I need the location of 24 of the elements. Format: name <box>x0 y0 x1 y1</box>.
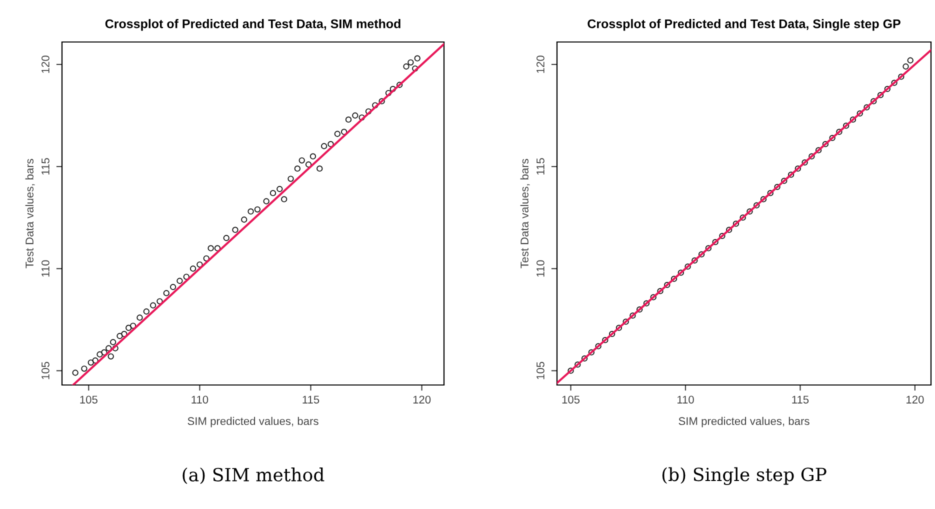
chart-title: Crossplot of Predicted and Test Data, Single step GP <box>588 19 900 31</box>
y-tick-label: 115 <box>536 158 544 175</box>
y-tick-label: 110 <box>42 260 50 277</box>
x-tick-label: 120 <box>906 396 924 404</box>
text: (b) Single step GP <box>662 467 826 485</box>
x-axis-title: SIM predicted values, bars <box>678 416 810 428</box>
y-tick-label: 105 <box>42 362 50 380</box>
chart-title: Crossplot of Predicted and Test Data, SIM method <box>105 19 400 31</box>
x-tick-label: 110 <box>677 396 694 404</box>
x-tick-label: 105 <box>562 396 580 404</box>
x-tick-label: 105 <box>80 396 98 404</box>
y-tick-label: 110 <box>536 260 544 277</box>
x-tick-label: 115 <box>792 396 809 404</box>
y-tick-label: 115 <box>42 158 50 175</box>
y-axis-title: Test Data values, bars <box>25 158 35 268</box>
x-tick-label: 120 <box>413 396 431 404</box>
y-tick-label: 105 <box>536 362 544 380</box>
y-axis-title: Test Data values, bars <box>520 158 530 268</box>
y-tick-label: 120 <box>536 56 544 73</box>
y-tick-label: 120 <box>42 56 50 73</box>
x-tick-label: 110 <box>192 396 208 404</box>
x-axis-title: SIM predicted values, bars <box>188 416 318 428</box>
x-tick-label: 115 <box>302 396 320 404</box>
text: (a) SIM method <box>182 468 324 484</box>
